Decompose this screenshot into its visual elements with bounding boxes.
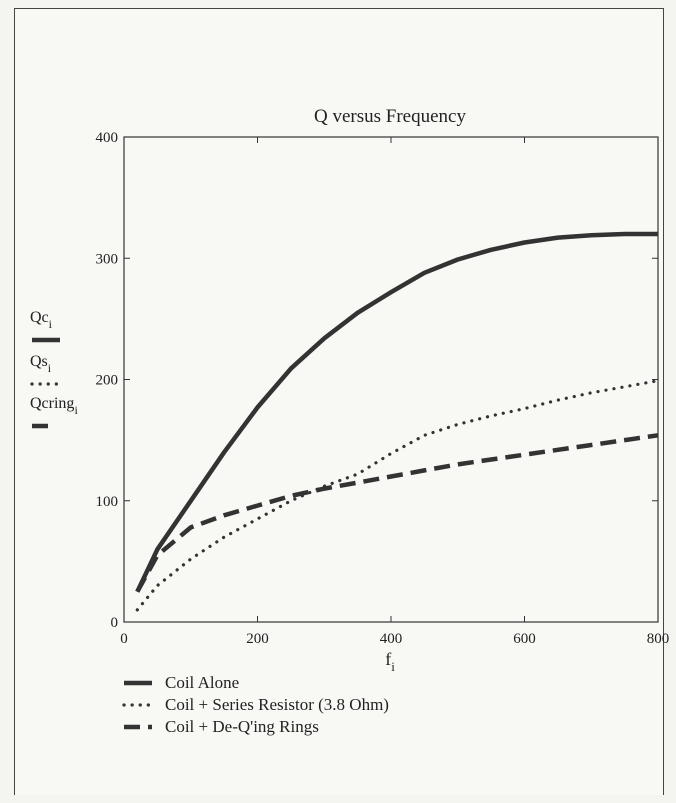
series-line-dotted xyxy=(135,379,660,612)
y-axis-ticks: 0 100 200 300 400 xyxy=(96,130,658,631)
side-legend-label: Qcringi xyxy=(30,395,78,417)
y-tick-label: 200 xyxy=(96,373,119,389)
x-tick-label: 600 xyxy=(513,631,536,647)
series-line-dashed xyxy=(135,433,659,593)
x-tick-label: 800 xyxy=(647,631,670,647)
plot-area xyxy=(123,136,659,623)
legend: Coil Alone Coil + Series Resistor (3.8 Oh… xyxy=(122,673,389,736)
y-tick-label: 400 xyxy=(96,130,119,146)
legend-label: Coil + Series Resistor (3.8 Ohm) xyxy=(165,695,389,714)
page-frame xyxy=(14,8,664,795)
legend-label: Coil Alone xyxy=(165,673,239,692)
x-tick-label: 0 xyxy=(120,631,128,647)
side-legend: Qci Qsi Qcringi xyxy=(30,309,78,429)
x-axis-ticks: 0 200 400 600 800 xyxy=(120,137,669,647)
series-lines xyxy=(135,231,660,612)
series-line-solid xyxy=(135,231,658,593)
chart-title: Q versus Frequency xyxy=(314,106,466,127)
x-axis-label-subscript: i xyxy=(391,659,395,674)
side-legend-label: Qci xyxy=(30,309,53,331)
x-tick-label: 200 xyxy=(246,631,269,647)
x-tick-label: 400 xyxy=(380,631,403,647)
y-tick-label: 300 xyxy=(96,251,119,267)
legend-label: Coil + De-Q'ing Rings xyxy=(165,717,319,736)
x-axis-label: fi xyxy=(385,649,395,674)
side-legend-label: Qsi xyxy=(30,353,52,375)
y-tick-label: 100 xyxy=(96,494,119,510)
y-tick-label: 0 xyxy=(111,615,119,631)
